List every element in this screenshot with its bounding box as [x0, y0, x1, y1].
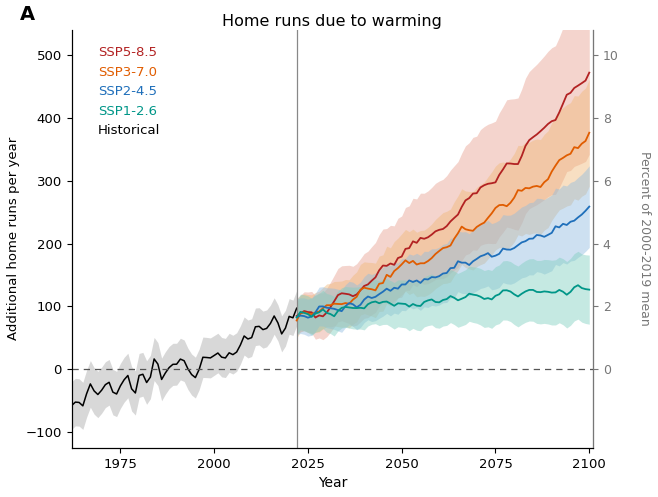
Legend: SSP5-8.5, SSP3-7.0, SSP2-4.5, SSP1-2.6, Historical: SSP5-8.5, SSP3-7.0, SSP2-4.5, SSP1-2.6, … — [89, 41, 166, 143]
Text: A: A — [20, 5, 35, 24]
Y-axis label: Percent of 2000-2019 mean: Percent of 2000-2019 mean — [638, 152, 651, 326]
Title: Home runs due to warming: Home runs due to warming — [222, 14, 442, 29]
Y-axis label: Additional home runs per year: Additional home runs per year — [7, 137, 20, 340]
X-axis label: Year: Year — [318, 476, 347, 490]
